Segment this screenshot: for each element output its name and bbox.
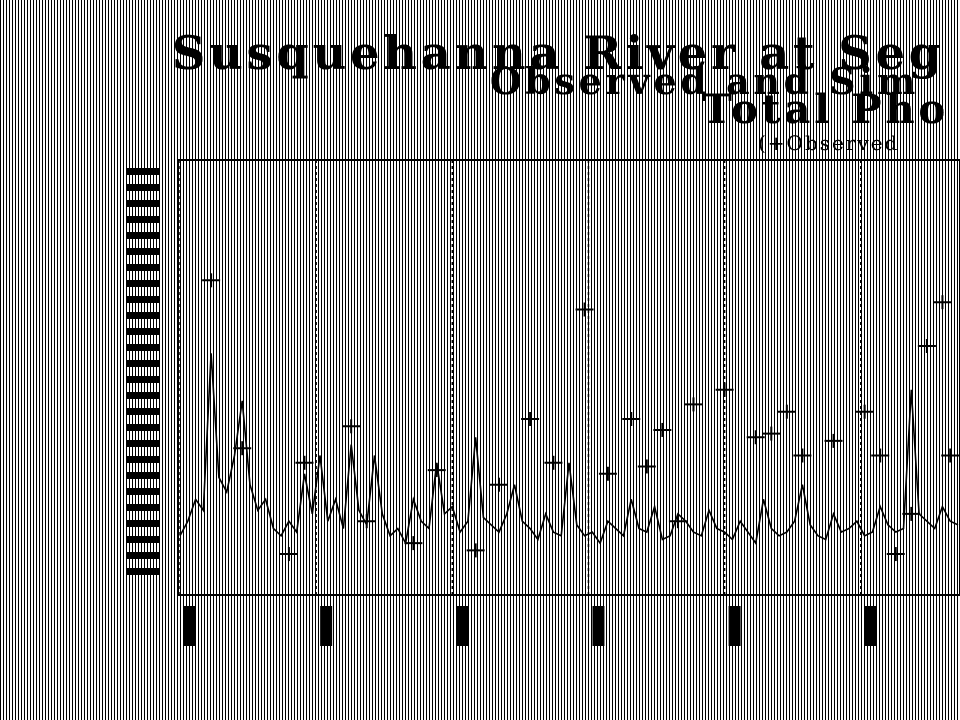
observed-point — [684, 397, 703, 412]
x-tick-label-5 — [864, 606, 877, 646]
observed-point — [521, 412, 540, 426]
observed-point — [598, 466, 617, 481]
observed-point — [933, 295, 952, 310]
x-tick-label-2 — [456, 606, 469, 646]
y-tick-label-13 — [126, 376, 160, 383]
chart-title-line3: Total Pho — [702, 86, 950, 133]
plot-frame — [177, 159, 960, 596]
y-tick-label-7 — [126, 280, 160, 287]
y-tick-label-24 — [126, 552, 160, 559]
y-tick-label-12 — [126, 360, 160, 367]
observed-point — [941, 448, 960, 463]
y-tick-label-3 — [126, 216, 160, 223]
observed-point — [715, 382, 734, 397]
chart-title-line2: Observed and Sim — [490, 61, 920, 103]
observed-point — [622, 412, 641, 426]
x-tick-label-1 — [320, 606, 333, 646]
grid-lines — [179, 160, 862, 595]
x-tick-label-0 — [184, 606, 196, 646]
observed-point — [404, 536, 423, 551]
y-tick-label-11 — [126, 344, 160, 351]
y-tick-label-20 — [126, 488, 160, 495]
chart-title-line1: Susquehanna River at Seg — [172, 26, 946, 80]
y-tick-label-1 — [126, 184, 160, 191]
x-tick-label-3 — [592, 606, 605, 646]
x-tick-label-4 — [728, 606, 741, 646]
simulated-series-line — [179, 353, 959, 546]
observed-point — [762, 426, 781, 441]
y-tick-label-5 — [126, 248, 160, 255]
observed-point — [427, 463, 446, 478]
y-tick-label-23 — [126, 536, 160, 543]
observed-point — [793, 448, 812, 463]
observed-point — [279, 547, 298, 562]
observed-point — [544, 455, 563, 470]
observed-point — [489, 477, 508, 492]
observed-point — [746, 430, 765, 445]
y-tick-label-8 — [126, 296, 160, 303]
observed-point — [886, 547, 905, 562]
y-tick-label-22 — [126, 520, 160, 527]
observed-point — [824, 433, 843, 448]
observed-point — [777, 404, 796, 419]
chart-legend: (+Observed — [758, 131, 900, 155]
y-tick-label-18 — [126, 456, 160, 463]
observed-point — [653, 422, 672, 437]
y-tick-marks — [126, 168, 160, 575]
y-tick-label-9 — [126, 312, 160, 319]
observed-point — [466, 543, 485, 558]
observed-point — [295, 455, 314, 470]
y-tick-label-10 — [126, 328, 160, 335]
observed-point — [855, 404, 874, 419]
y-tick-label-19 — [126, 472, 160, 479]
y-tick-label-6 — [126, 264, 160, 271]
y-tick-label-17 — [126, 440, 160, 447]
observed-point — [357, 514, 376, 529]
observed-point — [233, 441, 252, 456]
observed-point — [871, 448, 890, 463]
observed-point — [668, 514, 687, 529]
observed-point — [202, 273, 221, 288]
y-tick-label-2 — [126, 200, 160, 207]
observed-point — [902, 506, 921, 521]
observed-point — [637, 459, 656, 474]
observed-point — [575, 302, 594, 317]
y-tick-label-16 — [126, 424, 160, 431]
x-tick-marks — [184, 606, 877, 646]
y-tick-label-14 — [126, 392, 160, 399]
y-tick-label-25 — [126, 568, 160, 575]
observed-point — [917, 339, 936, 353]
observed-series-markers — [202, 273, 960, 562]
y-tick-label-4 — [126, 232, 160, 239]
observed-point — [342, 419, 361, 434]
y-tick-label-0 — [126, 168, 160, 175]
y-tick-label-15 — [126, 408, 160, 415]
y-tick-label-21 — [126, 504, 160, 511]
